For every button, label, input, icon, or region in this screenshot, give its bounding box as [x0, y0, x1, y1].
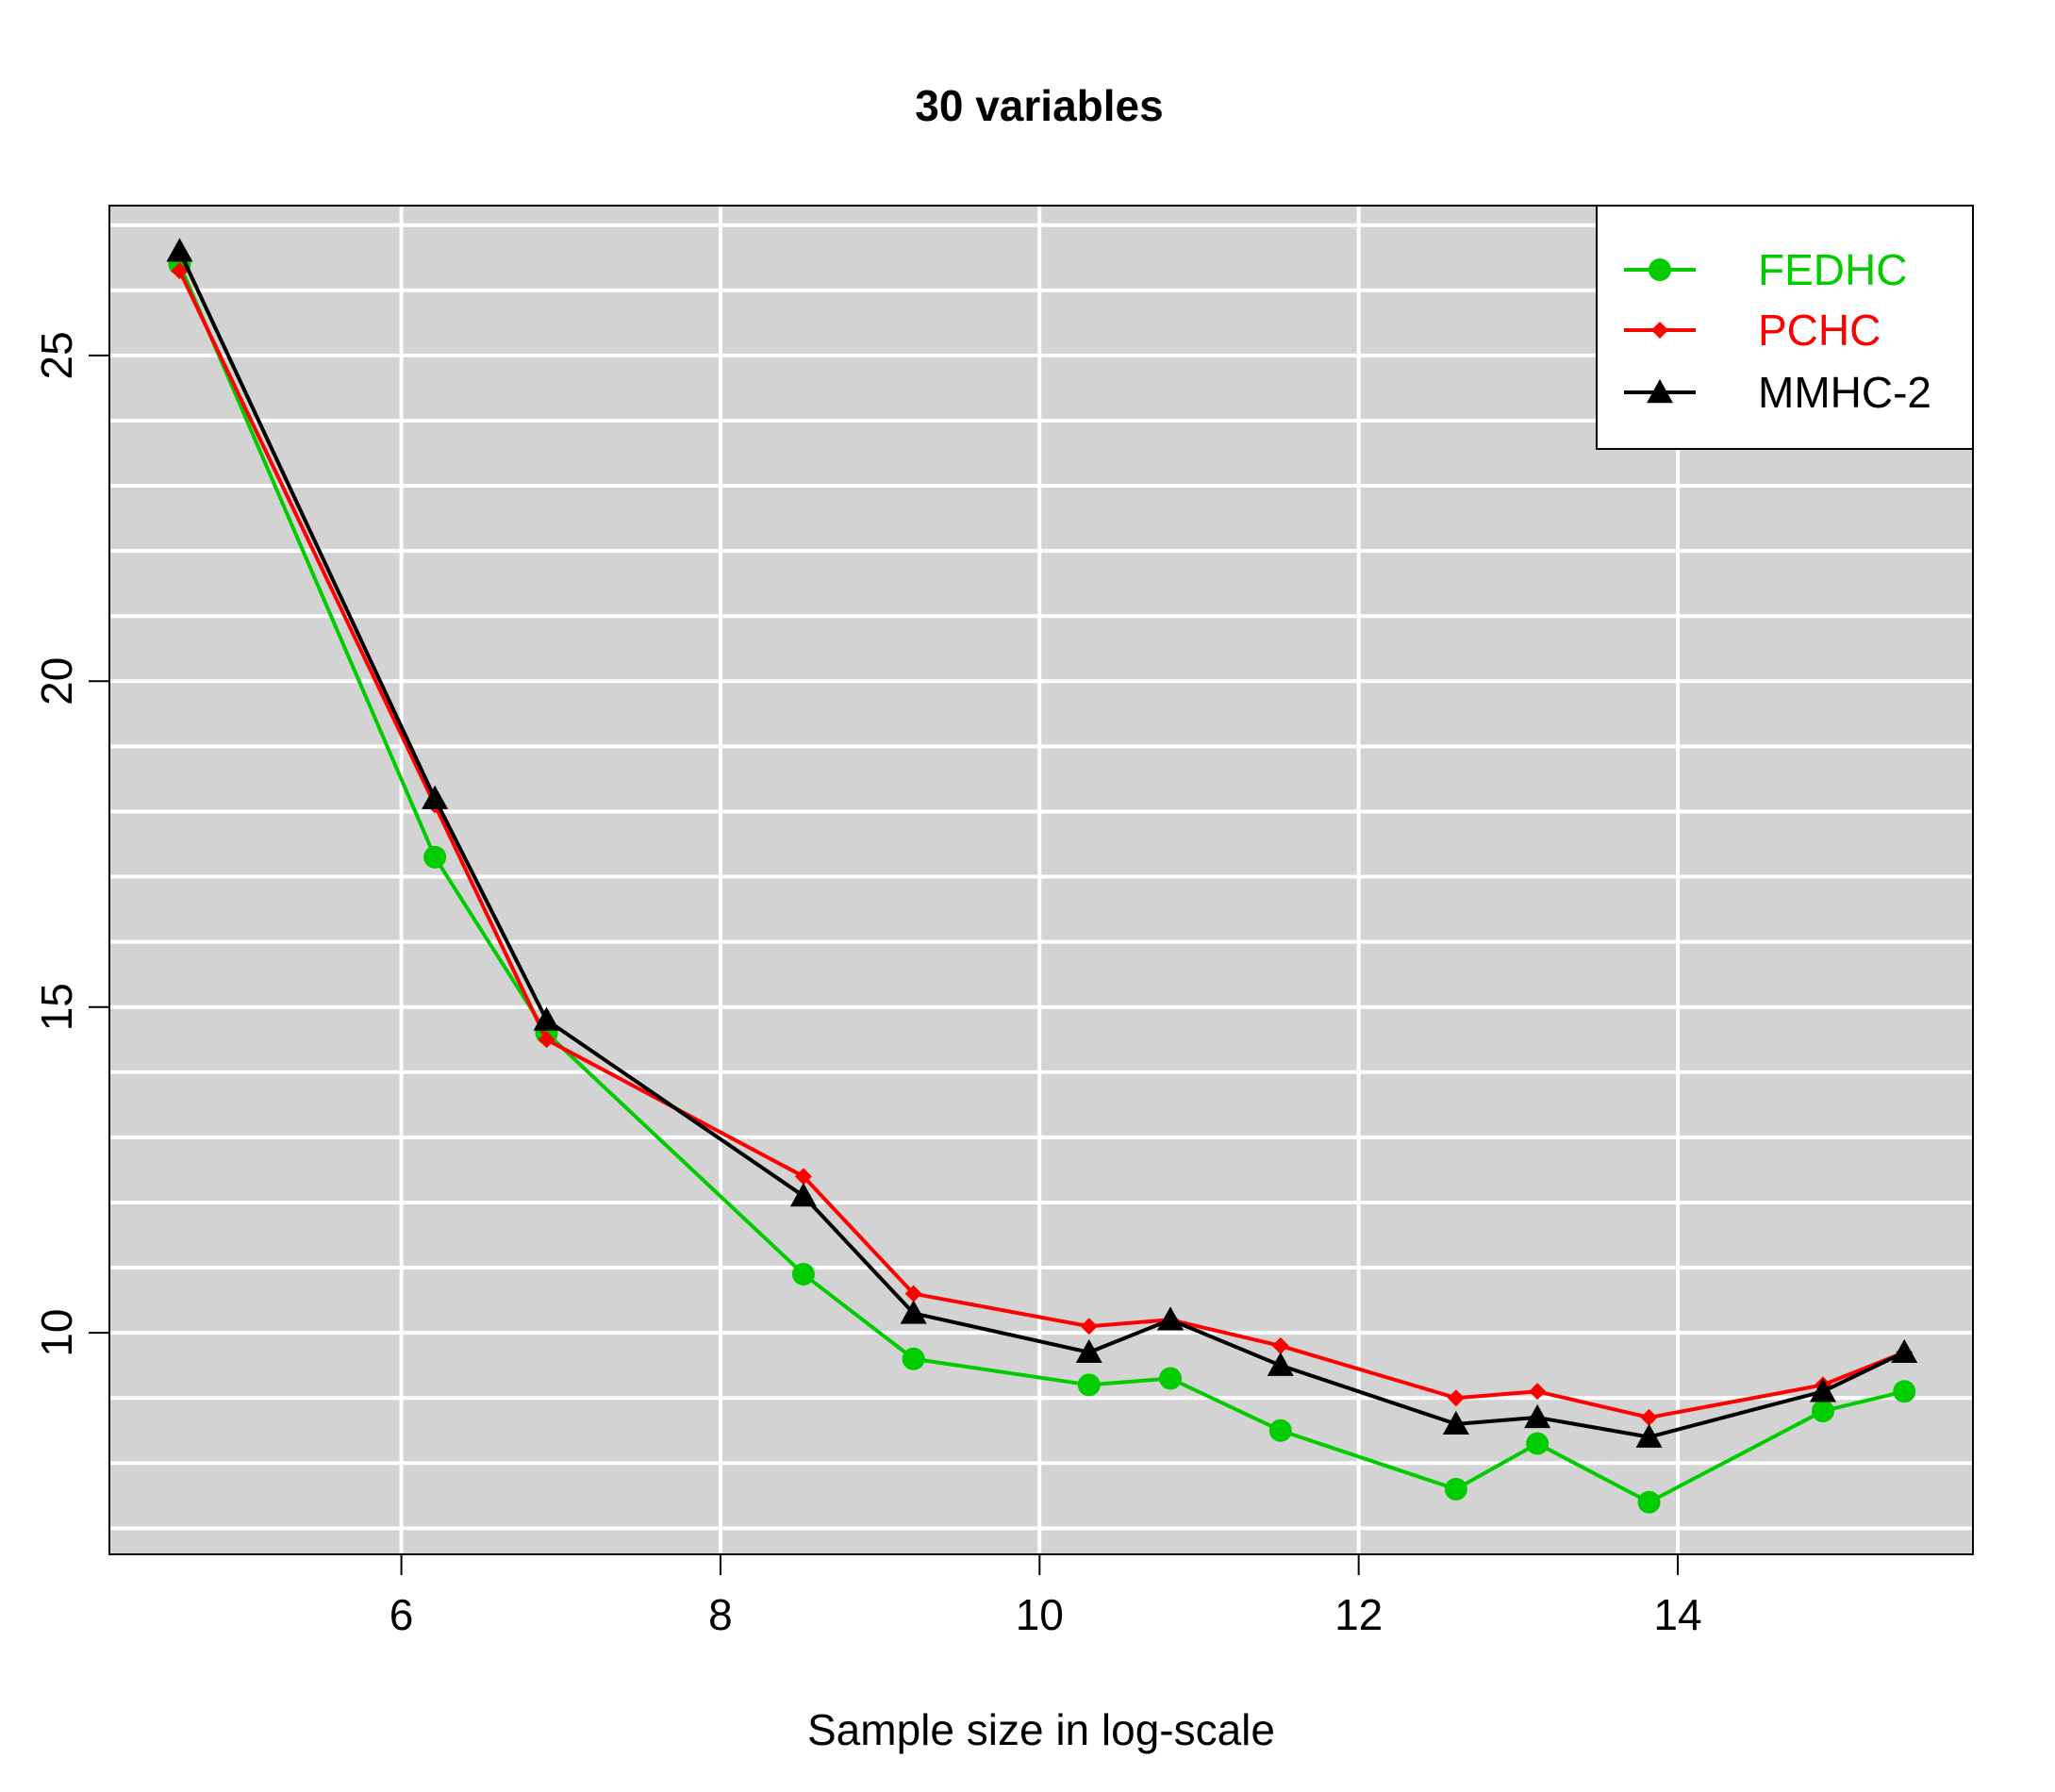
- data-point: [1811, 1400, 1834, 1423]
- data-point: [1077, 1373, 1101, 1397]
- data-point: [422, 785, 449, 809]
- legend-label: FEDHC: [1758, 245, 1907, 294]
- data-point: [171, 262, 189, 280]
- data-point: [1635, 1423, 1663, 1448]
- data-point: [900, 1300, 927, 1324]
- x-tick-label: 6: [389, 1590, 414, 1639]
- data-point: [166, 238, 193, 262]
- x-tick-label: 10: [1016, 1590, 1064, 1639]
- data-point: [1271, 1336, 1289, 1354]
- data-point: [1267, 1352, 1294, 1376]
- data-point: [1891, 1338, 1918, 1364]
- data-point: [1157, 1306, 1185, 1331]
- legend-marker: [1651, 322, 1668, 339]
- x-tick-label: 14: [1653, 1590, 1701, 1639]
- data-point: [904, 1285, 922, 1303]
- x-axis: 6 8 10 12 14: [389, 1553, 1702, 1639]
- x-tick-label: 8: [708, 1590, 733, 1639]
- data-point: [1268, 1419, 1292, 1442]
- legend-item: MMHC-2: [1624, 368, 1931, 417]
- data-point: [1640, 1408, 1658, 1426]
- data-point: [423, 845, 447, 869]
- data-point: [1524, 1403, 1551, 1429]
- legend-label: PCHC: [1758, 306, 1881, 355]
- x-tick-label: 12: [1334, 1590, 1383, 1639]
- y-axis: 10 15 20 25: [32, 331, 110, 1357]
- legend-label: MMHC-2: [1758, 368, 1931, 417]
- data-point: [1893, 1380, 1916, 1403]
- y-tick-label: 15: [32, 983, 81, 1031]
- legend-marker: [1649, 258, 1671, 281]
- legend: FEDHC PCHC MMHC-2: [1596, 205, 1974, 450]
- series-layer: [166, 238, 1918, 1514]
- data-point: [1637, 1490, 1661, 1514]
- data-point: [533, 1006, 560, 1031]
- data-point: [902, 1347, 925, 1370]
- data-point: [1447, 1389, 1465, 1407]
- y-tick-label: 20: [32, 657, 81, 705]
- legend-item: FEDHC: [1624, 245, 1907, 294]
- data-point: [1442, 1410, 1469, 1435]
- data-point: [1809, 1378, 1836, 1402]
- data-point: [789, 1183, 817, 1207]
- chart-title: 30 variables: [915, 81, 1163, 130]
- data-point: [794, 1168, 812, 1186]
- data-point: [1075, 1338, 1102, 1364]
- data-point: [1159, 1367, 1183, 1390]
- data-point: [1526, 1432, 1550, 1455]
- y-tick-label: 25: [32, 331, 81, 379]
- y-tick-label: 10: [32, 1309, 81, 1357]
- data-point: [1080, 1318, 1098, 1336]
- legend-marker: [1647, 379, 1673, 404]
- x-axis-label: Sample size in log-scale: [807, 1705, 1275, 1754]
- data-point: [1444, 1477, 1467, 1501]
- data-point: [791, 1262, 815, 1286]
- legend-item: PCHC: [1624, 306, 1881, 355]
- data-point: [1529, 1383, 1547, 1401]
- data-point: [538, 1031, 555, 1049]
- series-mmhc-2: [166, 238, 1918, 1448]
